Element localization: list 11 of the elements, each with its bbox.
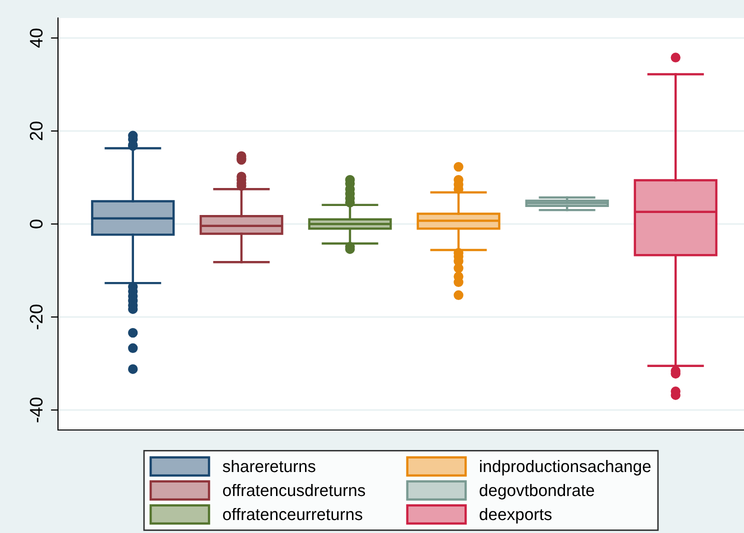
y-tick-label: -20 xyxy=(30,304,43,330)
y-tick-label: 40 xyxy=(30,28,43,48)
y-tick-label: 20 xyxy=(30,122,43,140)
legend-label: offratenceurreturns xyxy=(223,508,362,520)
legend-label: deexports xyxy=(480,508,552,524)
legend-label: sharereturns xyxy=(222,460,316,472)
y-tick-label: -40 xyxy=(30,398,43,422)
legend-label: indproductionsachange xyxy=(480,460,651,476)
y-tick-label: 0 xyxy=(30,220,43,228)
legend-label: degovtbondrate xyxy=(480,484,594,500)
legend-label: offratencusdreturns xyxy=(223,484,366,496)
